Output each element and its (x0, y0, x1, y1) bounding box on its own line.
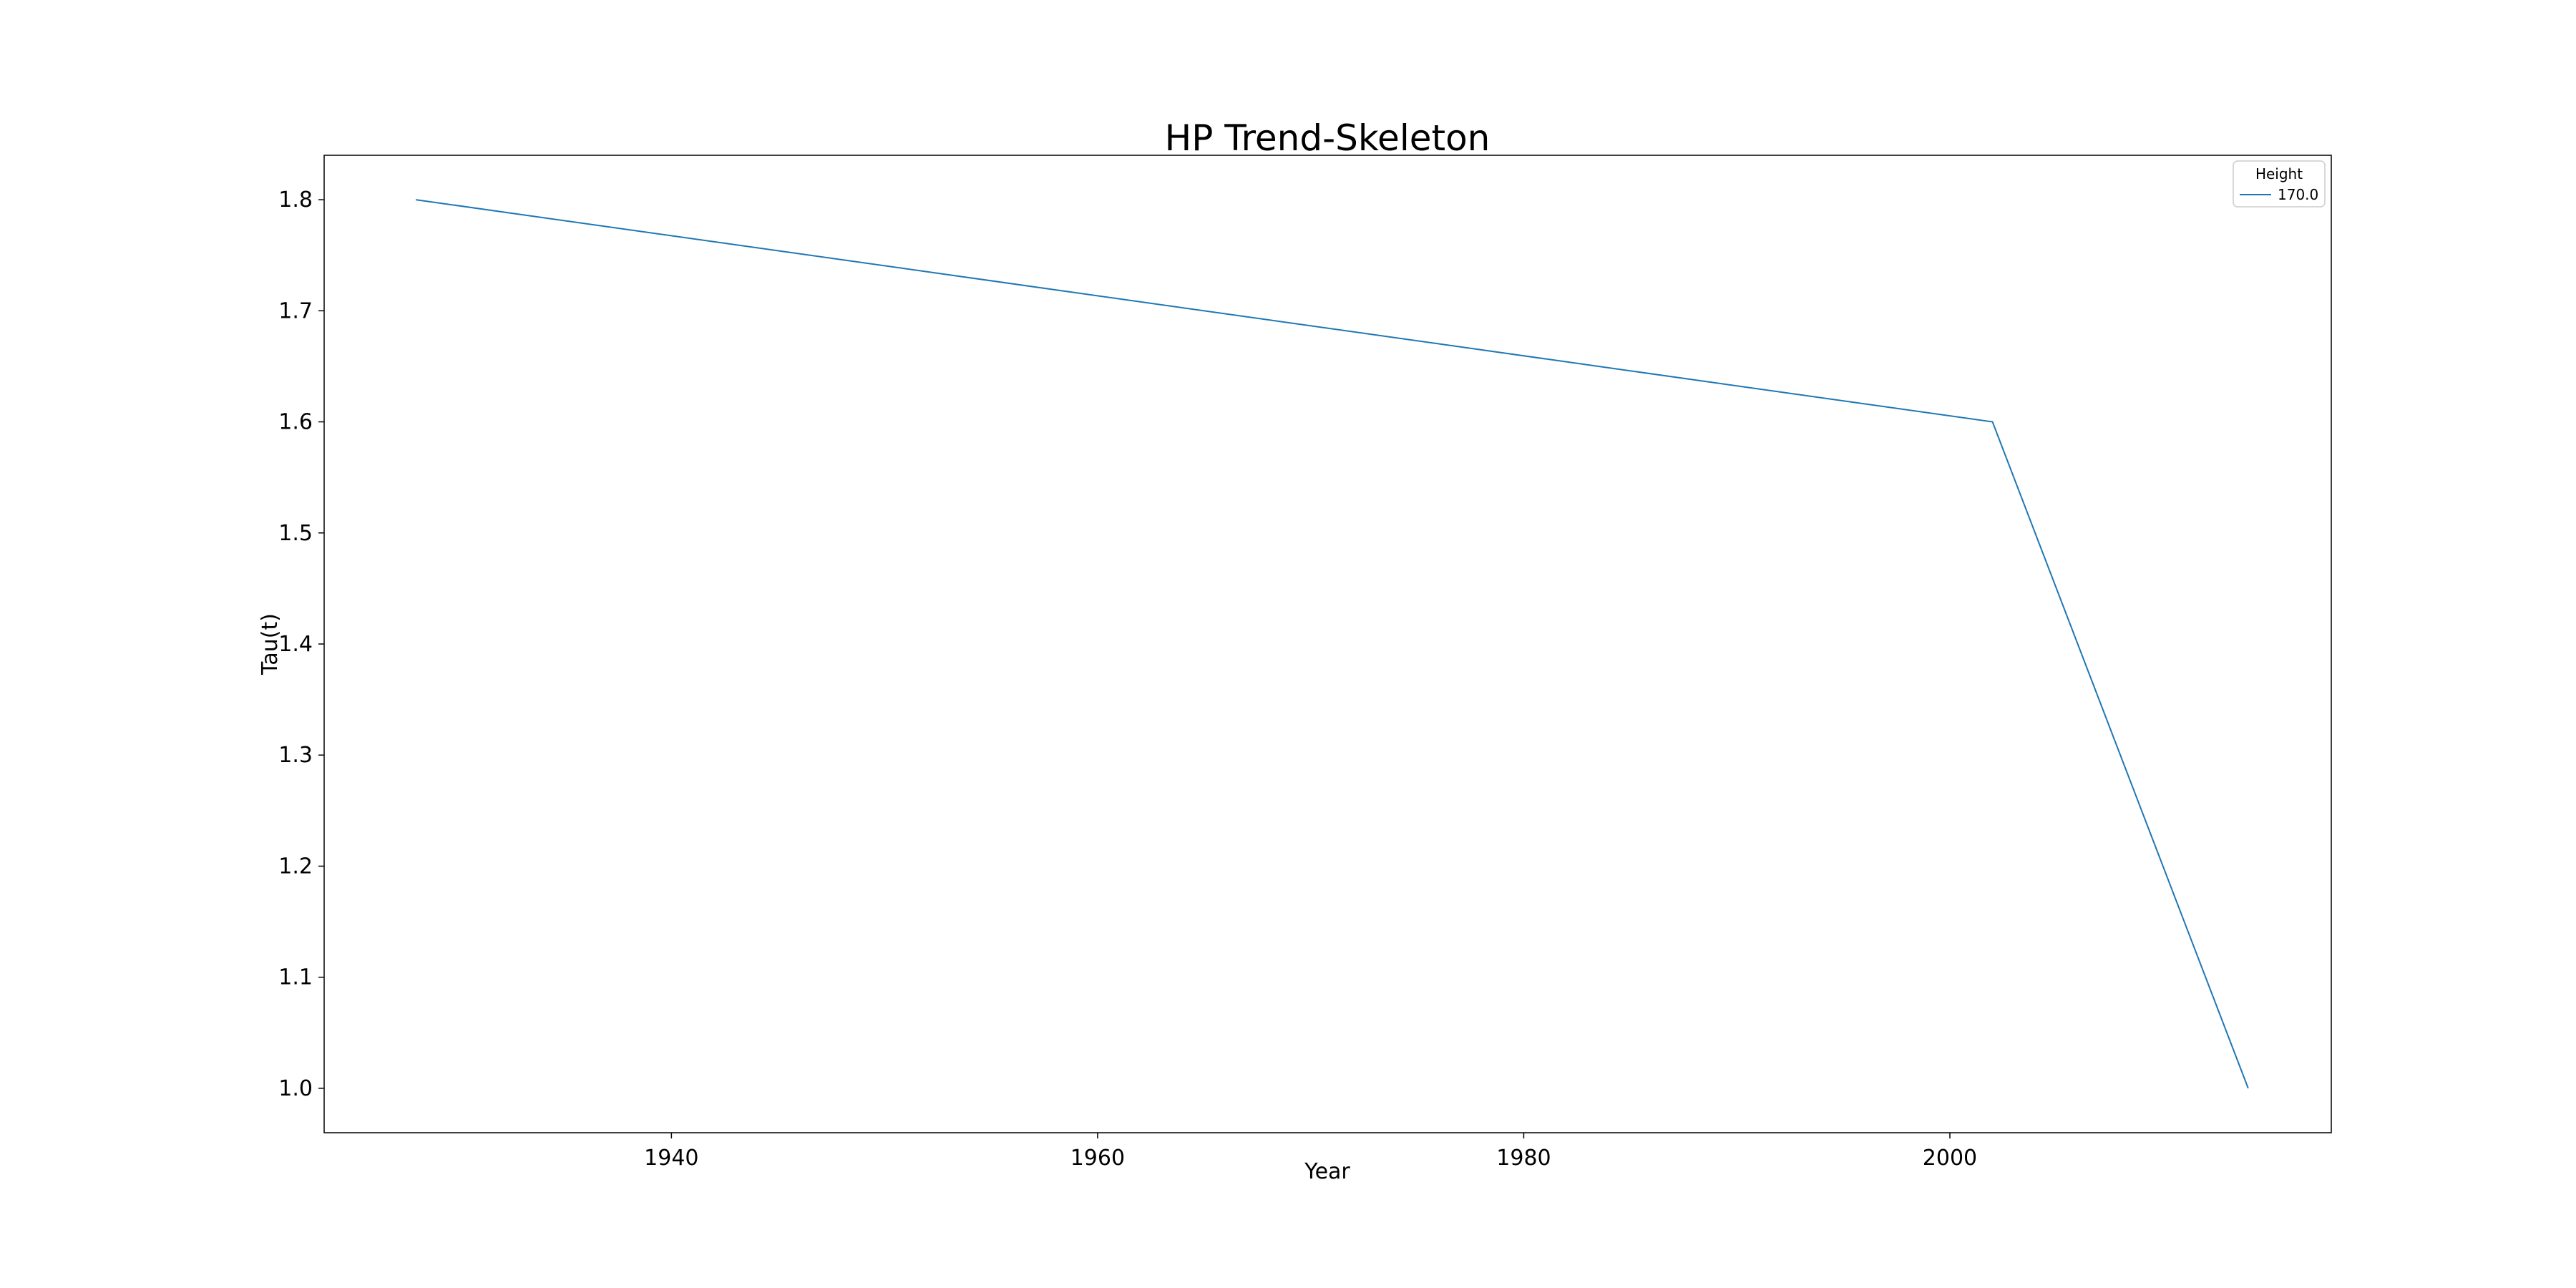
chart-title: HP Trend-Skeleton (1165, 117, 1491, 159)
x-axis-ticks: 1940 1960 1980 2000 (644, 1133, 1977, 1171)
y-tick-label: 1.6 (278, 410, 313, 435)
y-tick-label: 1.3 (278, 743, 313, 768)
x-axis-label: Year (1304, 1159, 1350, 1184)
y-axis-label: Tau(t) (258, 613, 283, 675)
x-tick-label: 1980 (1496, 1146, 1551, 1171)
plot-area (323, 155, 2332, 1133)
legend: Height 170.0 (2233, 160, 2326, 208)
y-tick-label: 1.5 (278, 521, 313, 546)
y-tick-label: 1.4 (278, 632, 313, 657)
legend-label-170: 170.0 (2278, 186, 2318, 203)
y-tick-label: 1.1 (278, 965, 313, 990)
y-tick-label: 1.2 (278, 854, 313, 879)
y-axis-ticks: 1.0 1.1 1.2 1.3 1.4 1.5 1.6 1.7 1.8 (278, 187, 324, 1101)
x-tick-label: 1960 (1070, 1146, 1125, 1171)
y-tick-label: 1.7 (278, 298, 313, 323)
series-line-170 (415, 199, 2249, 1089)
x-tick-label: 1940 (644, 1146, 698, 1171)
x-tick-label: 2000 (1923, 1146, 1977, 1171)
y-tick-label: 1.8 (278, 187, 313, 213)
y-tick-label: 1.0 (278, 1076, 313, 1101)
legend-title: Height (2255, 165, 2303, 182)
